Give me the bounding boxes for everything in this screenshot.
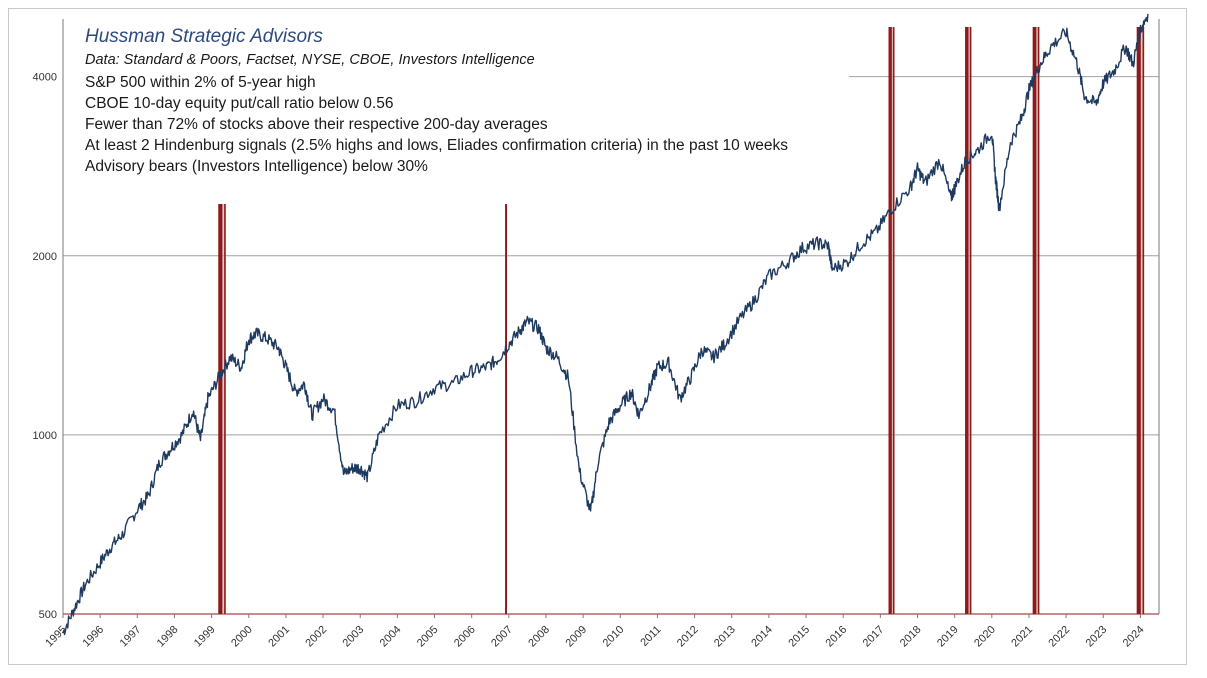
signal-band bbox=[1032, 27, 1037, 614]
x-tick-label: 2010 bbox=[601, 624, 627, 650]
signal-band-edge bbox=[892, 27, 895, 614]
x-tick-label: 2016 bbox=[824, 624, 850, 650]
x-tick-label: 2004 bbox=[378, 624, 404, 650]
x-tick-label: 1997 bbox=[118, 624, 144, 650]
x-tick-label: 2001 bbox=[266, 624, 292, 650]
signal-band-edge bbox=[224, 204, 226, 614]
x-tick-label: 2015 bbox=[786, 624, 812, 650]
signal-band bbox=[888, 27, 892, 614]
y-tick-label: 2000 bbox=[33, 251, 57, 263]
x-tick-label: 2019 bbox=[935, 624, 961, 650]
criteria-line-5: Advisory bears (Investors Intelligence) … bbox=[85, 158, 428, 175]
y-tick-label: 500 bbox=[39, 609, 57, 621]
x-tick-label: 1998 bbox=[155, 624, 181, 650]
x-tick-label: 2022 bbox=[1046, 624, 1072, 650]
x-tick-label: 1995 bbox=[43, 624, 69, 650]
signal-band-edge bbox=[1037, 27, 1040, 614]
x-tick-label: 2011 bbox=[638, 624, 663, 649]
signal-band bbox=[218, 204, 223, 614]
x-tick-label: 2017 bbox=[861, 624, 887, 650]
x-tick-label: 2005 bbox=[415, 624, 441, 650]
signal-band bbox=[1136, 27, 1141, 614]
x-tick-label: 1999 bbox=[192, 624, 218, 650]
criteria-line-1: S&P 500 within 2% of 5-year high bbox=[85, 74, 316, 91]
sp500-chart: 500 1000 2000 4000 1995 1996 1997 1998 1999 2000 2… bbox=[33, 13, 1160, 650]
criteria-line-4: At least 2 Hindenburg signals (2.5% high… bbox=[85, 137, 789, 154]
signal-band-edge bbox=[1142, 27, 1145, 614]
x-tick-label: 2018 bbox=[898, 624, 924, 650]
y-tick-label: 4000 bbox=[33, 72, 57, 84]
x-tick-label: 2021 bbox=[1009, 624, 1035, 650]
x-tick-label: 1996 bbox=[80, 624, 106, 650]
signal-band-edge bbox=[505, 204, 507, 614]
x-tick-label: 2008 bbox=[526, 624, 552, 650]
chart-title: Hussman Strategic Advisors bbox=[85, 26, 323, 47]
criteria-line-2: CBOE 10-day equity put/call ratio below … bbox=[85, 95, 394, 112]
x-tick-label: 2002 bbox=[303, 624, 329, 650]
signal-band bbox=[965, 27, 969, 614]
x-tick-label: 2020 bbox=[972, 624, 998, 650]
data-source-note: Data: Standard & Poors, Factset, NYSE, C… bbox=[85, 52, 535, 68]
signal-band-edge bbox=[969, 27, 972, 614]
chart-frame: 500 1000 2000 4000 1995 1996 1997 1998 1999 2000 2… bbox=[8, 8, 1187, 665]
x-tick-label: 2013 bbox=[712, 624, 738, 650]
x-tick-label: 2012 bbox=[675, 624, 701, 650]
y-tick-label: 1000 bbox=[33, 430, 57, 442]
x-tick-label: 2007 bbox=[489, 624, 515, 650]
criteria-line-3: Fewer than 72% of stocks above their res… bbox=[85, 116, 548, 133]
x-tick-label: 2009 bbox=[563, 624, 589, 650]
x-tick-label: 2024 bbox=[1121, 624, 1147, 650]
x-tick-label: 2023 bbox=[1084, 624, 1110, 650]
x-tick-label: 2000 bbox=[229, 624, 255, 650]
x-tick-label: 2014 bbox=[749, 624, 775, 650]
x-tick-label: 2003 bbox=[341, 624, 367, 650]
sp500-series-line bbox=[62, 13, 1149, 636]
x-tick-label: 2006 bbox=[452, 624, 478, 650]
